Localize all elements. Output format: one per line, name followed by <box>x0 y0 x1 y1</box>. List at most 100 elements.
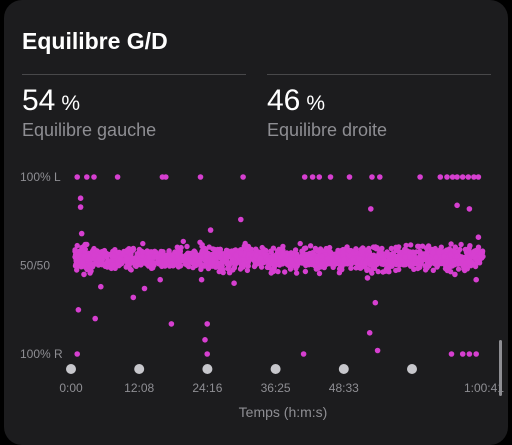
data-point <box>211 255 217 261</box>
data-point <box>317 246 324 252</box>
data-point <box>74 351 80 357</box>
data-point <box>452 248 458 255</box>
data-point <box>246 251 252 257</box>
scroll-indicator[interactable] <box>499 340 502 396</box>
data-point <box>204 351 210 357</box>
data-point <box>172 249 178 255</box>
data-point <box>426 263 432 269</box>
data-point <box>203 258 209 265</box>
right-balance-number: 46 <box>267 84 301 117</box>
data-point <box>134 262 140 268</box>
data-point <box>448 241 454 247</box>
data-point <box>427 257 433 263</box>
data-point <box>378 261 385 267</box>
data-point <box>403 242 409 249</box>
data-point <box>100 261 107 267</box>
left-balance-value: 54% <box>22 84 80 118</box>
data-point <box>162 253 168 259</box>
data-point <box>302 268 309 275</box>
data-point <box>146 254 152 261</box>
data-point <box>183 261 189 267</box>
right-balance-value: 46% <box>267 84 325 118</box>
data-point <box>198 276 205 283</box>
data-point <box>455 266 462 272</box>
x-tick-label: 0:00 <box>59 381 83 395</box>
data-point <box>384 266 391 272</box>
data-point <box>96 255 102 262</box>
x-tick-dot <box>338 364 349 374</box>
data-point <box>86 253 92 260</box>
data-point <box>195 259 202 265</box>
data-point <box>81 243 87 249</box>
data-point <box>95 262 102 268</box>
data-point <box>91 261 98 267</box>
data-point <box>272 258 278 265</box>
data-point <box>251 257 257 264</box>
data-point <box>368 206 374 212</box>
data-point <box>197 239 203 245</box>
data-point <box>75 307 82 313</box>
data-point <box>377 174 383 180</box>
data-point <box>280 251 286 257</box>
right-balance-unit: % <box>306 92 326 115</box>
left-balance-label: Equilibre gauche <box>22 120 157 140</box>
data-point <box>184 243 190 250</box>
data-point <box>462 267 468 274</box>
data-point <box>202 337 208 343</box>
data-point <box>200 263 206 269</box>
data-point <box>140 240 146 247</box>
data-point <box>478 250 484 257</box>
data-point <box>403 248 409 254</box>
data-point <box>473 351 480 357</box>
data-point <box>81 253 88 260</box>
data-point <box>116 263 122 269</box>
data-point <box>415 256 422 263</box>
x-tick-label: 12:08 <box>124 381 154 395</box>
data-point <box>346 174 353 180</box>
data-point <box>364 267 370 273</box>
data-point <box>301 174 308 180</box>
data-point <box>375 268 381 275</box>
data-point <box>229 248 235 254</box>
data-point <box>454 174 460 180</box>
data-point <box>463 249 470 256</box>
data-point <box>471 261 477 267</box>
data-point <box>124 248 131 254</box>
data-point <box>433 254 439 261</box>
data-point <box>340 249 346 256</box>
data-point <box>366 261 373 268</box>
data-point <box>84 174 90 180</box>
x-axis-label: Temps (h:m:s) <box>239 404 328 420</box>
data-point <box>192 254 198 260</box>
x-tick-label: 24:16 <box>192 381 222 395</box>
data-point <box>140 249 146 255</box>
data-point <box>394 255 400 261</box>
data-point <box>437 174 444 180</box>
data-point <box>321 264 327 271</box>
x-tick-label: 36:25 <box>261 381 291 395</box>
data-point <box>169 257 175 263</box>
data-point <box>81 271 87 278</box>
data-point <box>265 257 271 263</box>
data-point <box>313 255 320 262</box>
data-point <box>417 174 423 180</box>
data-point <box>288 256 294 262</box>
data-point <box>240 261 247 267</box>
data-point <box>199 243 205 250</box>
data-point <box>237 266 244 272</box>
page-title: Equilibre G/D <box>22 28 168 54</box>
data-point <box>168 321 175 327</box>
data-point <box>402 254 408 260</box>
data-point <box>130 246 137 253</box>
data-point <box>454 202 460 209</box>
data-point <box>72 248 78 254</box>
data-point <box>368 268 374 274</box>
data-point <box>282 258 289 265</box>
data-point <box>74 174 80 180</box>
data-point <box>348 265 354 271</box>
data-point <box>155 254 161 260</box>
data-point <box>372 259 379 265</box>
data-point <box>470 251 476 258</box>
data-point <box>91 252 98 259</box>
data-point <box>175 264 182 270</box>
